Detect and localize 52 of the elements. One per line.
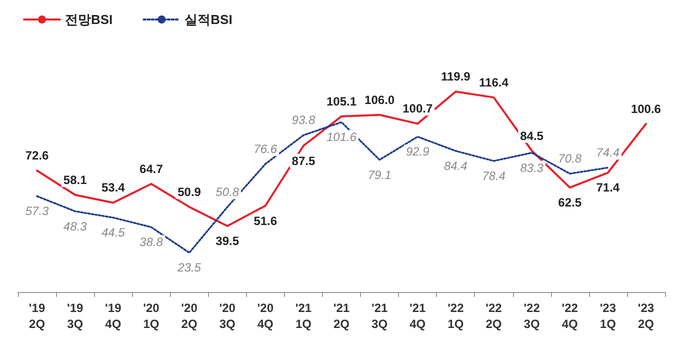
data-label: 92.9 (406, 144, 430, 159)
data-label: 71.4 (596, 180, 620, 195)
data-label: 83.3 (520, 160, 544, 175)
x-tick-label: '20 3Q (219, 301, 236, 331)
x-tick-label: '19 4Q (105, 301, 122, 331)
x-tick-label: '21 4Q (410, 301, 426, 331)
data-label: 50.8 (216, 185, 240, 200)
data-label: 62.5 (558, 196, 582, 210)
data-label: 57.3 (25, 204, 50, 218)
data-label: 70.8 (558, 152, 582, 166)
x-tick-label: '22 3Q (524, 301, 540, 331)
x-tick-label: '19 3Q (66, 301, 84, 331)
data-label: 84.4 (444, 158, 468, 173)
data-label: 23.5 (176, 260, 202, 275)
data-label: 100.6 (630, 102, 662, 116)
data-label: 50.9 (178, 184, 202, 199)
data-label: 72.6 (25, 148, 50, 163)
data-label: 76.6 (254, 142, 278, 156)
data-label: 48.3 (63, 219, 88, 234)
data-label: 101.6 (326, 130, 357, 144)
data-label: 53.4 (101, 180, 126, 195)
x-tick-label: '20 4Q (257, 301, 274, 331)
x-tick-label: '21 3Q (371, 301, 388, 331)
data-label: 84.5 (520, 128, 544, 143)
data-label: 93.8 (292, 113, 316, 128)
legend-label: 실적BSI (184, 12, 232, 27)
data-label: 78.4 (482, 168, 506, 183)
data-label: 87.5 (292, 154, 316, 168)
x-tick-label: '19 2Q (28, 301, 46, 331)
data-label: 51.6 (254, 214, 278, 228)
x-tick-label: '23 2Q (638, 301, 654, 331)
data-label: 119.9 (440, 70, 471, 84)
data-label: 106.0 (364, 92, 395, 107)
data-label: 58.1 (63, 172, 88, 187)
data-label: 44.5 (101, 226, 126, 240)
x-tick-label: '22 4Q (562, 301, 578, 331)
x-tick-label: '22 2Q (486, 301, 502, 331)
data-label: 100.7 (402, 102, 433, 116)
data-label: 39.5 (216, 234, 240, 248)
x-tick-label: '21 2Q (333, 301, 350, 331)
x-tick-label: '22 1Q (448, 301, 464, 331)
x-tick-label: '20 1Q (143, 301, 160, 331)
data-label: 64.7 (140, 162, 164, 176)
x-tick-label: '20 2Q (181, 301, 198, 331)
data-label: 38.8 (140, 235, 164, 250)
x-tick-label: '23 1Q (600, 301, 616, 331)
x-tick-label: '21 1Q (295, 301, 312, 331)
data-label: 79.1 (368, 168, 392, 182)
data-label: 105.1 (326, 94, 357, 108)
data-label: 74.4 (596, 146, 620, 160)
data-label: 116.4 (479, 75, 509, 90)
legend-label: 전망BSI (65, 12, 113, 27)
